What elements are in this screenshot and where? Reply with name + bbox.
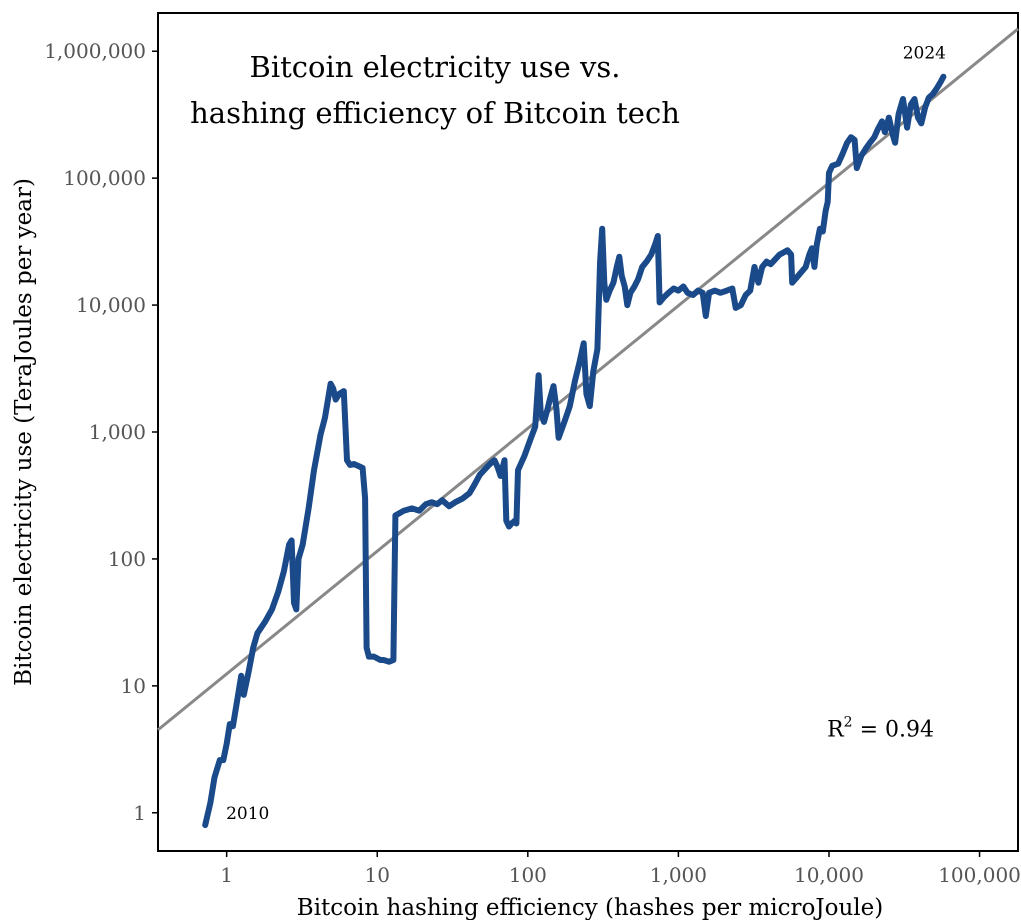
y-axis: 1 10 100 1,000 10,000 100,000 1,000,000 bbox=[44, 39, 158, 825]
y-axis-title: Bitcoin electricity use (TeraJoules per … bbox=[11, 178, 37, 686]
x-axis: 1 10 100 1,000 10,000 100,000 bbox=[220, 851, 1021, 887]
x-tick-label-1: 10 bbox=[365, 863, 390, 887]
x-axis-title: Bitcoin hashing efficiency (hashes per m… bbox=[297, 895, 883, 920]
annotations: 2010 2024 R2 = 0.94 bbox=[226, 43, 946, 823]
y-tick-label-5: 100,000 bbox=[63, 166, 146, 190]
x-tick-label-4: 10,000 bbox=[794, 863, 864, 887]
y-tick-label-6: 1,000,000 bbox=[44, 39, 146, 63]
y-tick-label-4: 10,000 bbox=[76, 293, 146, 317]
annotation-2024: 2024 bbox=[903, 43, 946, 63]
y-tick-label-2: 100 bbox=[108, 547, 146, 571]
x-tick-label-3: 1,000 bbox=[650, 863, 707, 887]
y-tick-label-1: 10 bbox=[121, 674, 146, 698]
r-squared-label: R2 = 0.94 bbox=[827, 715, 934, 743]
chart-title-line-1: Bitcoin electricity use vs. bbox=[250, 50, 621, 84]
x-tick-label-5: 100,000 bbox=[938, 863, 1021, 887]
x-tick-label-0: 1 bbox=[220, 863, 233, 887]
y-tick-label-3: 1,000 bbox=[89, 420, 146, 444]
annotation-2010: 2010 bbox=[226, 804, 269, 824]
x-tick-label-2: 100 bbox=[509, 863, 547, 887]
series-line bbox=[202, 73, 947, 829]
chart-title-line-2: hashing efficiency of Bitcoin tech bbox=[190, 96, 680, 130]
y-tick-label-0: 1 bbox=[133, 801, 146, 825]
